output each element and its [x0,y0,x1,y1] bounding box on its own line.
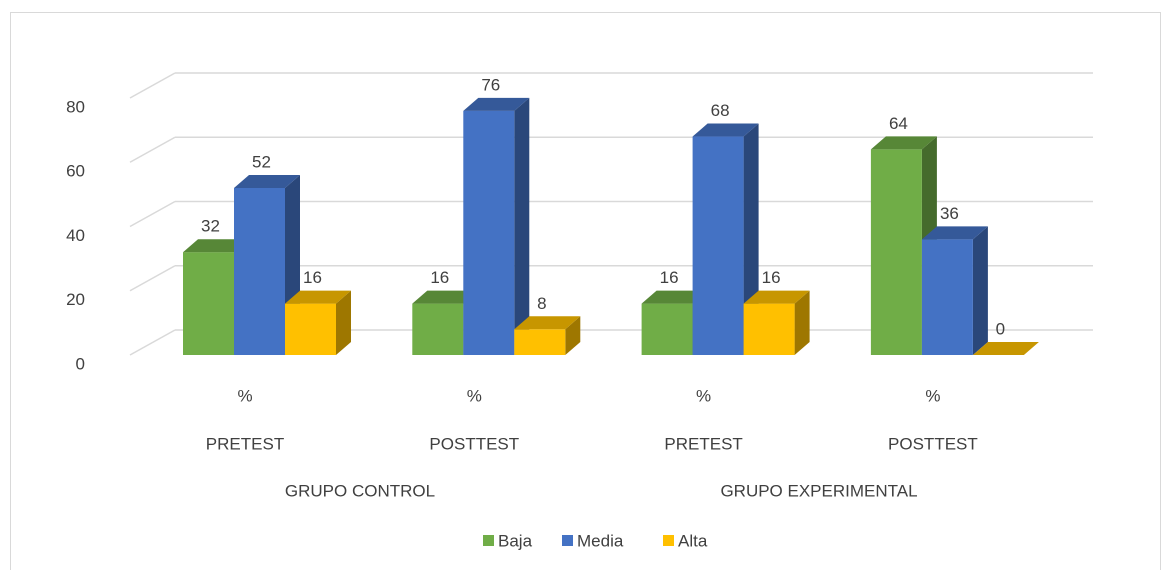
data-label: 52 [252,152,271,171]
bar-top [463,97,530,111]
legend-label: Alta [678,531,708,550]
x-subcategory-label: PRETEST [664,434,742,453]
bar [183,252,234,355]
bar [514,329,566,355]
legend-label: Baja [498,531,533,550]
grid-line [129,200,176,228]
bar [921,239,973,355]
bar-top [514,316,581,330]
x-tick-label: % [467,386,482,405]
data-label: 16 [303,268,322,287]
bar-top [870,136,937,150]
grid-line [129,136,176,163]
bar-top [183,239,249,253]
bar-top [234,174,300,188]
bar-side [514,97,530,355]
x-subcategory-label: POSTTEST [429,434,519,453]
bar-top [921,226,988,240]
bar-side [794,290,810,355]
bar-side [972,226,988,355]
grid-line [129,265,176,292]
legend-swatch [483,535,494,546]
legend-swatch [663,535,674,546]
legend-swatch [562,535,573,546]
bar [285,303,336,355]
bar-side [336,290,351,355]
bar [412,303,464,355]
data-label: 8 [537,294,546,313]
x-group-label: GRUPO CONTROL [285,481,435,500]
y-tick-label: 40 [66,226,85,245]
y-tick-label: 0 [76,354,85,373]
bar-top [692,123,759,137]
y-tick-label: 60 [66,162,85,181]
x-tick-label: % [925,386,940,405]
bar-top [412,290,479,304]
bar [692,136,744,355]
bar [641,303,693,355]
x-subcategory-label: POSTTEST [888,434,978,453]
grid-line [129,72,176,99]
bar-top [743,290,810,304]
grid-line [129,329,176,356]
data-label: 0 [996,319,1005,338]
x-tick-label: % [696,386,711,405]
x-subcategory-label: PRETEST [206,434,284,453]
data-label: 16 [430,268,449,287]
x-tick-label: % [237,386,252,405]
y-tick-label: 20 [66,290,85,309]
x-group-label: GRUPO EXPERIMENTAL [720,481,917,500]
bar-top [641,290,708,304]
data-label: 76 [481,75,500,94]
bar [463,110,515,355]
data-label: 68 [711,101,730,120]
bar [234,187,285,355]
bar [743,303,795,355]
bar-top [972,342,1039,355]
legend-label: Media [577,531,624,550]
y-tick-label: 80 [66,97,85,116]
data-label: 16 [762,268,781,287]
data-label: 16 [660,268,679,287]
bar [870,149,922,355]
data-label: 36 [940,204,959,223]
bar-top [285,290,351,304]
data-label: 32 [201,217,220,236]
bar-side [565,316,581,355]
data-label: 64 [889,114,908,133]
